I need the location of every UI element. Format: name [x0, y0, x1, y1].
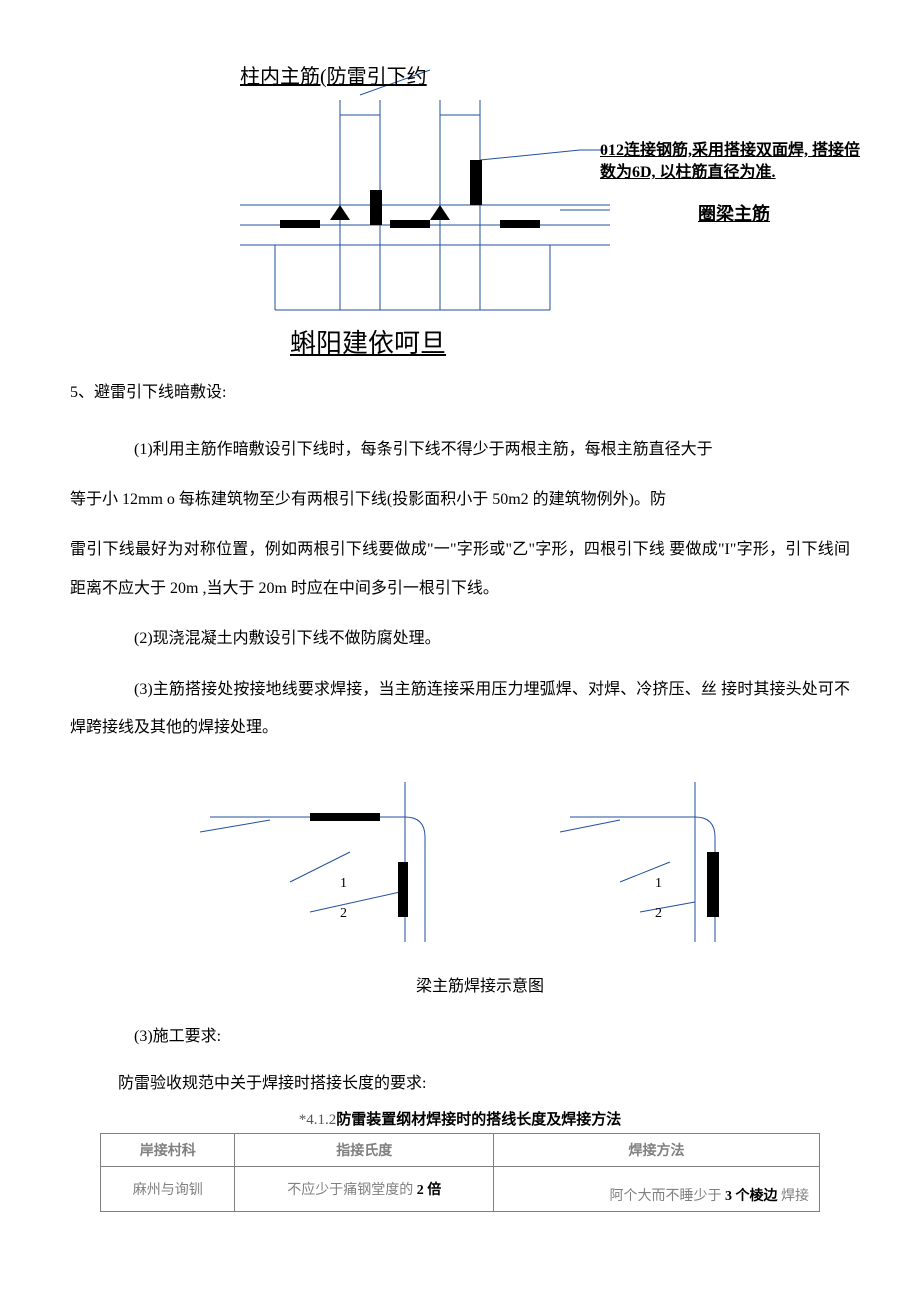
table-header-2: 指接氏度 [235, 1134, 494, 1167]
svg-text:2: 2 [655, 906, 662, 921]
section5-p2: (2)现浇混凝土内敷设引下线不做防腐处理。 [70, 620, 850, 658]
svg-text:2: 2 [340, 906, 347, 921]
section5-p1a: (1)利用主筋作暗敷设引下线时，每条引下线不得少于两根主筋，每根主筋直径大于 [70, 431, 850, 469]
table-title: *4.1.2防雷装置纲材焊接时的搭线长度及焊接方法 [70, 1108, 850, 1129]
table-title-prefix: *4.1.2 [299, 1112, 337, 1128]
cell-1-2-prefix: 不应少于痛钢堂度的 [287, 1183, 413, 1198]
cell-1-3-bold: 3 个棱边 [722, 1189, 782, 1204]
table-cell-1-1: 麻州与询钏 [101, 1167, 235, 1212]
cell-1-3-suffix: 焊接 [781, 1189, 809, 1204]
weld-length-table: 岸接村科 指接氏度 焊接方法 麻州与询钏 不应少于痛钢堂度的 2 倍 阿个大而不… [100, 1133, 820, 1212]
diagram1-label-ring: 圈梁主筋 [698, 200, 770, 226]
diagram1-caption: 蝌阳建依呵旦 [290, 323, 446, 360]
diagram1-svg [180, 60, 740, 360]
table-header-1: 岸接村科 [101, 1134, 235, 1167]
diagram2-svg: 1 2 1 2 [140, 772, 780, 962]
table-row: 麻州与询钏 不应少于痛钢堂度的 2 倍 阿个大而不睡少于 3 个棱边 焊接 [101, 1167, 820, 1212]
table-header-3: 焊接方法 [494, 1134, 820, 1167]
requirement-3-title: (3)施工要求: [70, 1021, 850, 1053]
beam-rebar-weld-diagram: 1 2 1 2 [140, 772, 780, 962]
table-cell-1-2: 不应少于痛钢堂度的 2 倍 [235, 1167, 494, 1212]
section5-p1c: 雷引下线最好为对称位置，例如两根引下线要做成"一"字形或"乙"字形，四根引下线 … [70, 531, 850, 608]
table-cell-1-3: 阿个大而不睡少于 3 个棱边 焊接 [494, 1167, 820, 1212]
diagram1-label-right: 012连接钢筋,采用搭接双面焊, 搭接倍数为6D, 以柱筋直径为准. [600, 140, 860, 185]
column-rebar-diagram: 柱内主筋(防雷引下约 012连接钢筋,采用搭接双面焊, 搭接倍数为6D, 以柱筋… [180, 60, 740, 360]
diagram2-caption: 梁主筋焊接示意图 [70, 972, 850, 996]
section5-p3: (3)主筋搭接处按接地线要求焊接，当主筋连接采用压力埋弧焊、对焊、冷挤压、丝 接… [70, 671, 850, 748]
section5-p1b: 等于小 12mm o 每栋建筑物至少有两根引下线(投影面积小于 50m2 的建筑… [70, 481, 850, 519]
table-header-row: 岸接村科 指接氏度 焊接方法 [101, 1134, 820, 1167]
svg-text:1: 1 [655, 876, 662, 891]
svg-text:1: 1 [340, 876, 347, 891]
requirement-3-text: 防雷验收规范中关于焊接时搭接长度的要求: [70, 1068, 850, 1100]
section-5-title: 5、避雷引下线暗敷设: [70, 380, 850, 406]
diagram1-label-top: 柱内主筋(防雷引下约 [240, 60, 427, 89]
table-title-bold: 防雷装置纲材焊接时的搭线长度及焊接方法 [336, 1112, 621, 1128]
cell-1-3-prefix: 阿个大而不睡少于 [610, 1189, 722, 1204]
cell-1-2-bold: 2 倍 [413, 1183, 441, 1198]
